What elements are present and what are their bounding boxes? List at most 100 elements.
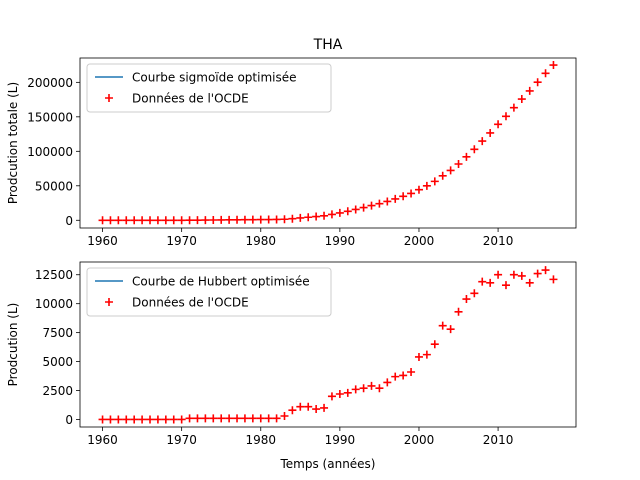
data-point <box>517 271 526 280</box>
data-point <box>509 270 518 279</box>
data-point <box>138 415 147 424</box>
data-point <box>272 215 281 224</box>
data-point <box>209 414 218 423</box>
data-point <box>438 321 447 330</box>
data-point <box>525 278 534 287</box>
x-tick-label: 2010 <box>483 433 514 447</box>
data-point <box>478 137 487 146</box>
data-point <box>478 277 487 286</box>
data-point <box>335 390 344 398</box>
data-point <box>256 414 265 423</box>
data-point <box>177 216 186 225</box>
data-point <box>296 213 305 222</box>
x-tick-label: 1970 <box>166 234 197 248</box>
data-point <box>359 384 368 393</box>
data-point <box>486 128 495 137</box>
data-point <box>130 415 139 424</box>
panel-2: 1960 1970 1980 1990 2000 2010 0 2500 5000 7500 100… <box>6 261 577 471</box>
data-point <box>304 402 313 411</box>
data-point <box>320 403 329 412</box>
data-point <box>494 270 503 279</box>
data-point <box>494 120 503 129</box>
x-tick-label: 1960 <box>87 234 118 248</box>
data-point <box>169 216 178 225</box>
data-point <box>98 216 107 225</box>
data-point <box>343 207 352 216</box>
data-point <box>462 295 471 304</box>
data-point <box>414 352 423 361</box>
data-point <box>272 414 281 423</box>
data-point <box>312 212 321 221</box>
y-tick-label: 150000 <box>27 110 73 124</box>
data-point <box>422 181 431 190</box>
data-point <box>193 414 202 423</box>
data-point <box>509 103 518 112</box>
y-tick-label: 100000 <box>27 145 73 159</box>
data-point <box>209 216 218 224</box>
data-point <box>383 197 392 206</box>
x-axis-label: Temps (années) <box>280 457 376 471</box>
data-point <box>138 216 147 225</box>
data-point <box>375 384 384 393</box>
data-point <box>288 214 297 223</box>
data-point <box>114 216 123 225</box>
data-point <box>146 415 155 424</box>
data-point <box>541 266 550 275</box>
data-point <box>233 215 242 224</box>
data-point <box>122 415 131 424</box>
data-point <box>217 414 226 423</box>
data-point <box>430 340 439 349</box>
data-point <box>106 216 115 225</box>
data-point <box>327 210 336 219</box>
plot-area <box>98 266 558 424</box>
data-point <box>185 414 194 423</box>
data-point <box>462 152 471 161</box>
data-point <box>312 405 321 414</box>
data-point <box>280 215 289 224</box>
x-tick-label: 1960 <box>87 433 118 447</box>
legend-marker-swatch <box>105 94 113 102</box>
legend-box <box>86 267 332 317</box>
axes-frame <box>79 57 577 229</box>
data-point <box>414 185 423 194</box>
data-point <box>288 406 297 415</box>
data-point <box>359 203 368 212</box>
data-point <box>541 69 550 78</box>
x-tick-label: 1980 <box>245 433 276 447</box>
data-point <box>367 381 376 390</box>
y-tick-label: 0 <box>65 413 73 427</box>
data-point <box>169 415 178 424</box>
data-point <box>533 269 542 278</box>
data-point <box>225 215 234 224</box>
y-axis-label: Prodcution (L) <box>6 303 20 387</box>
data-point <box>201 216 210 225</box>
data-point <box>438 171 447 180</box>
panel-1: 1960 1970 1980 1990 2000 2010 0 50000 100000 1500… <box>6 57 577 248</box>
data-point <box>130 216 139 225</box>
legend-marker-swatch <box>105 298 113 306</box>
y-tick-label: 200000 <box>27 76 73 90</box>
data-point <box>248 215 257 224</box>
data-point <box>375 199 384 208</box>
x-tick-label: 1990 <box>325 234 356 248</box>
data-point <box>320 211 329 220</box>
x-tick-label: 2000 <box>404 433 435 447</box>
data-point <box>122 216 131 225</box>
data-point <box>335 208 344 217</box>
data-point <box>327 392 336 401</box>
data-point <box>549 275 558 284</box>
data-point <box>98 415 107 424</box>
legend-label: Données de l'OCDE <box>132 296 249 310</box>
legend: Courbe de Hubbert optimisée Données de l'… <box>86 267 332 317</box>
y-axis-label: Prodcution totale (L) <box>6 82 20 204</box>
data-point <box>399 371 408 380</box>
data-point <box>217 215 226 224</box>
x-tick-label: 2000 <box>404 234 435 248</box>
y-tick-label: 7500 <box>42 326 73 340</box>
data-point <box>240 215 249 224</box>
x-tick-label: 2010 <box>483 234 514 248</box>
axes-frame <box>79 261 577 428</box>
data-point <box>501 281 510 290</box>
x-tick-label: 1990 <box>325 433 356 447</box>
